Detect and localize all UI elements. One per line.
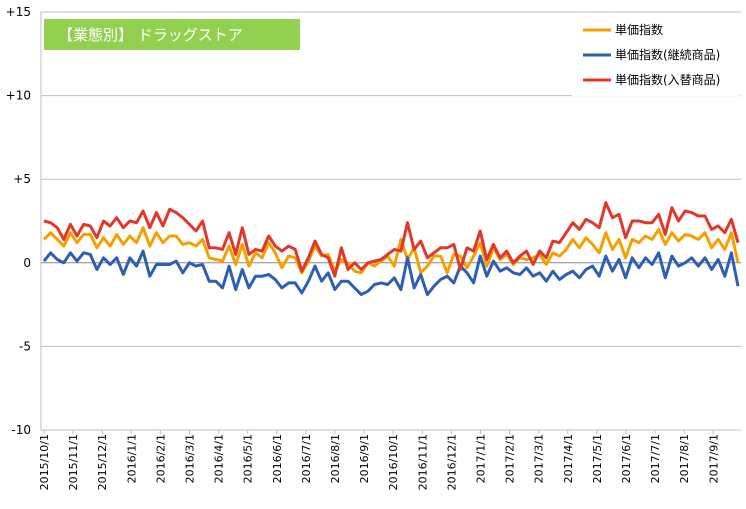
series-lines [42,201,740,297]
grid-lines [40,11,741,431]
x-tick-label: 2015/12/1 [96,434,109,490]
x-tick-label: 2017/3/1 [533,434,546,483]
x-tick-label: 2016/8/1 [329,434,342,483]
x-tick-label: 2016/5/1 [242,434,255,483]
x-tick-label: 2017/2/1 [504,434,517,483]
x-tick-label: 2017/9/1 [707,434,720,483]
series-line-2 [43,201,740,278]
legend-label: 単価指数(入替商品) [615,72,720,87]
chart-badge: 【業態別】 ドラッグストア [44,19,300,50]
y-axis-ticks: +15 +10 +5 0 -5 -10 [6,5,31,437]
y-tick-label: -10 [11,423,31,437]
y-tick-label: -5 [19,339,31,353]
badge-label: 【業態別】 ドラッグストア [58,26,243,44]
x-tick-label: 2017/7/1 [649,434,662,483]
x-tick-label: 2017/4/1 [562,434,575,483]
legend-label: 単価指数 [615,22,663,37]
y-tick-label: +5 [13,172,31,186]
x-tick-label: 2016/11/1 [416,434,429,490]
x-tick-label: 2016/1/1 [125,434,138,483]
series-line-1 [42,249,740,297]
y-tick-label: +10 [6,89,31,103]
x-tick-label: 2015/10/1 [38,434,51,490]
x-axis-ticks: 2015/10/1 2015/11/1 2015/12/1 2016/1/1 2016/… [38,430,720,490]
x-tick-label: 2016/10/1 [387,434,400,490]
badge-background [44,19,300,50]
x-tick-label: 2016/12/1 [445,434,458,490]
x-tick-label: 2016/4/1 [213,434,226,483]
x-tick-label: 2017/6/1 [620,434,633,483]
legend-label: 単価指数(継続商品) [615,47,720,62]
x-tick-label: 2017/1/1 [475,434,488,483]
x-tick-label: 2016/3/1 [184,434,197,483]
x-tick-label: 2016/2/1 [154,434,167,483]
x-tick-label: 2016/7/1 [300,434,313,483]
x-tick-label: 2016/6/1 [271,434,284,483]
x-tick-label: 2015/11/1 [67,434,80,490]
x-tick-label: 2017/5/1 [591,434,604,483]
x-tick-label: 2016/9/1 [358,434,371,483]
x-tick-label: 2017/8/1 [678,434,691,483]
y-tick-label: 0 [23,256,31,270]
y-tick-label: +15 [6,5,31,19]
series-line-0 [42,226,740,275]
